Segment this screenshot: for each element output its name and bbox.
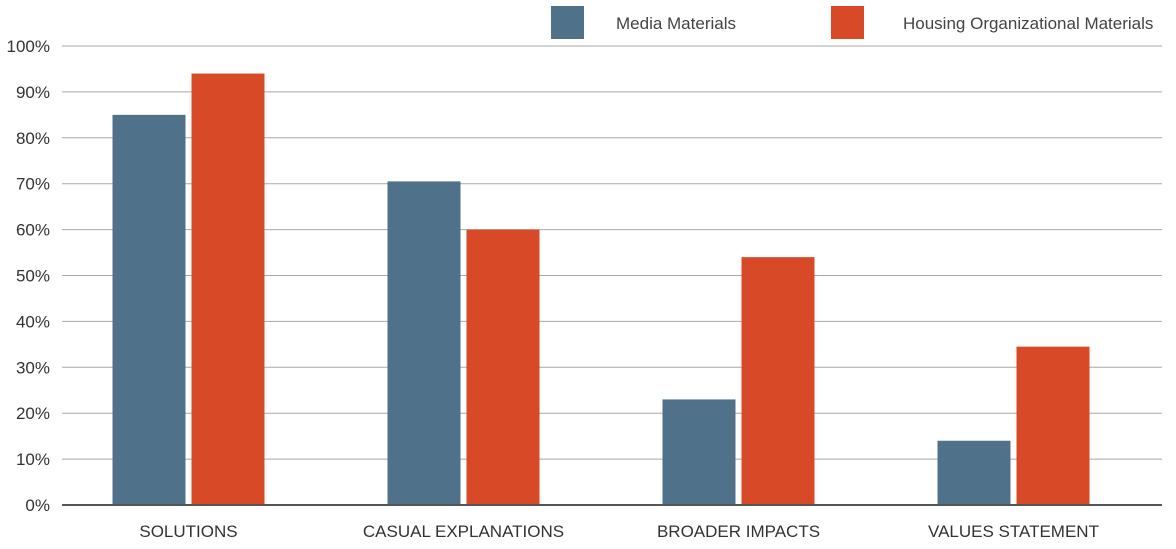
bar-housing-3 [1017, 347, 1090, 505]
x-category-label: VALUES STATEMENT [928, 522, 1099, 541]
y-axis-tick-labels: 0% 10% 20% 30% 40% 50% 60% 70% 80% 90% 100% [7, 37, 50, 515]
y-tick-label: 80% [16, 129, 50, 148]
x-category-label: SOLUTIONS [139, 522, 237, 541]
y-tick-label: 30% [16, 358, 50, 377]
legend-label: Media Materials [616, 14, 736, 33]
y-tick-label: 70% [16, 175, 50, 194]
bar-housing-0 [192, 74, 265, 505]
y-tick-label: 60% [16, 221, 50, 240]
bar-media-0 [113, 115, 186, 505]
y-tick-label: 20% [16, 404, 50, 423]
y-tick-label: 40% [16, 312, 50, 331]
bar-housing-1 [467, 230, 540, 505]
y-tick-label: 50% [16, 267, 50, 286]
y-tick-label: 0% [25, 496, 50, 515]
y-tick-label: 90% [16, 83, 50, 102]
x-category-label: CASUAL EXPLANATIONS [363, 522, 564, 541]
y-tick-label: 10% [16, 450, 50, 469]
legend: Media Materials Housing Organizational Ma… [551, 6, 1153, 39]
bar-media-3 [938, 441, 1011, 505]
legend-swatch [831, 6, 864, 39]
legend-swatch [551, 6, 584, 39]
bar-media-2 [663, 399, 736, 505]
legend-label: Housing Organizational Materials [903, 14, 1153, 33]
x-category-label: BROADER IMPACTS [657, 522, 820, 541]
bar-housing-2 [742, 257, 815, 505]
bar-media-1 [388, 181, 461, 505]
y-tick-label: 100% [7, 37, 50, 56]
x-axis-category-labels: SOLUTIONS CASUAL EXPLANATIONS BROADER IMPA… [139, 522, 1099, 541]
